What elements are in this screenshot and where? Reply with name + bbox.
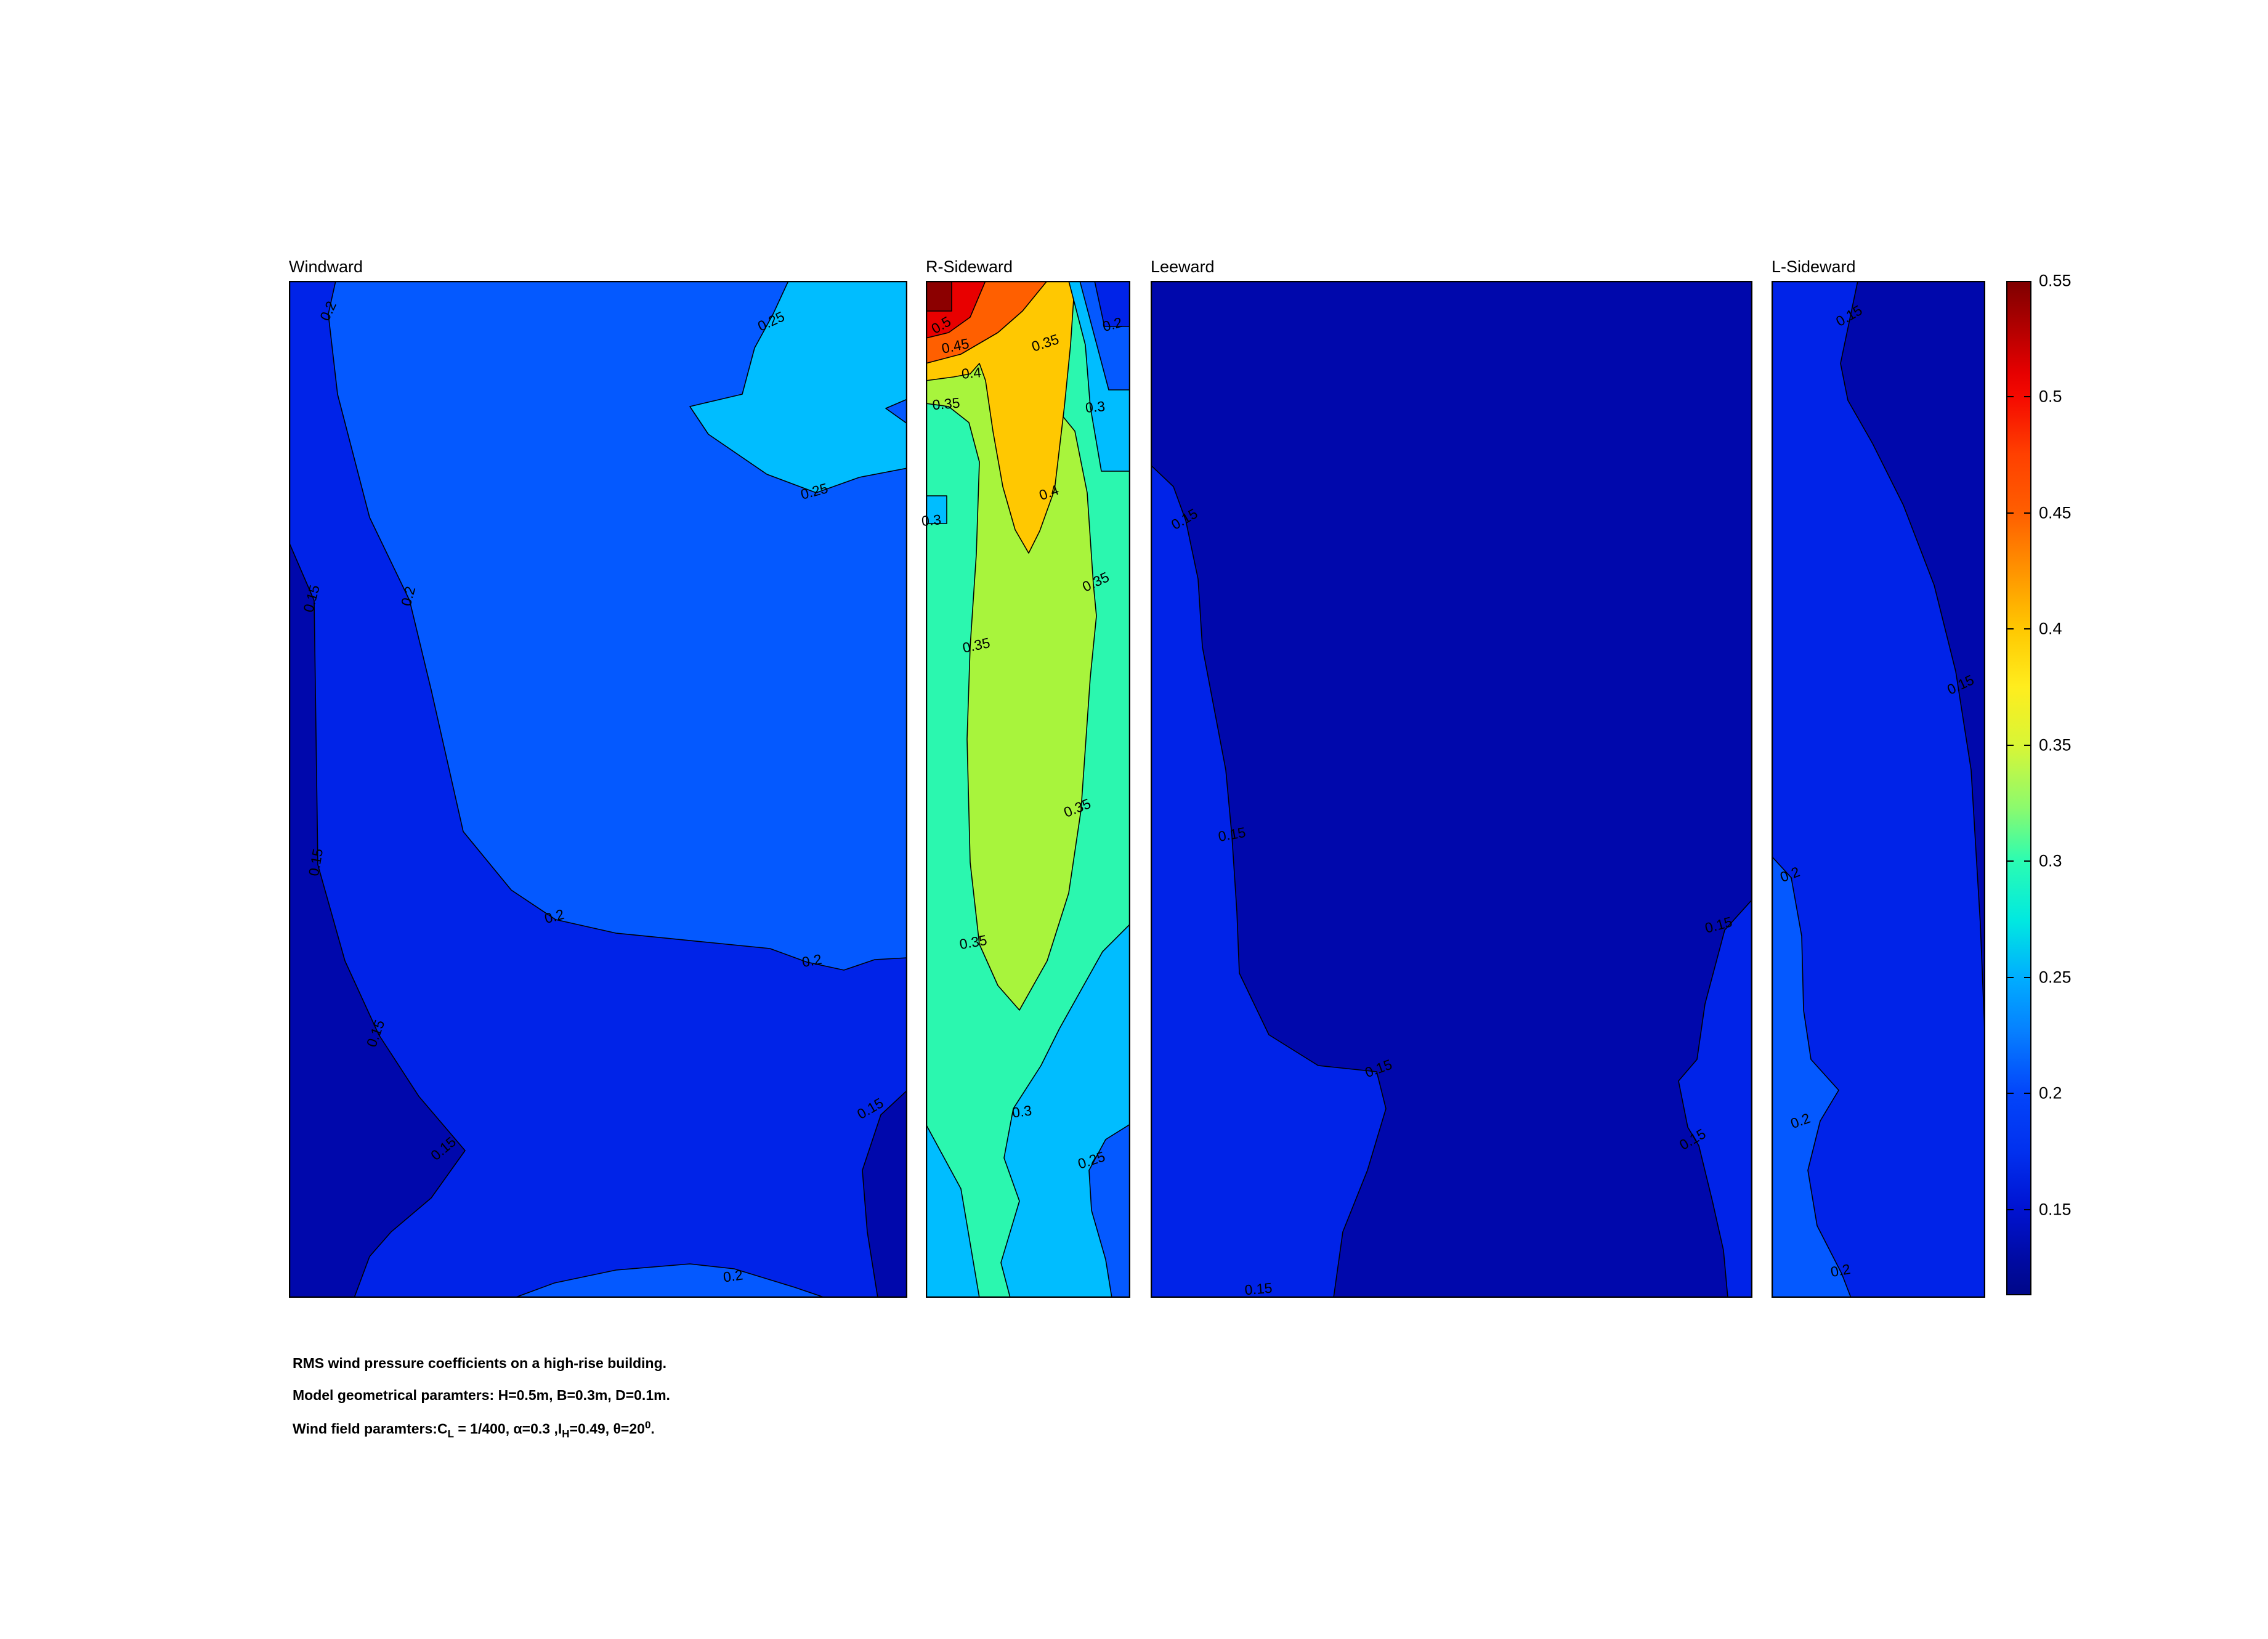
leeward-border bbox=[1151, 281, 1752, 1298]
leeward-band-015-02-right bbox=[1678, 899, 1752, 1298]
windward-navy-right bbox=[862, 1090, 907, 1298]
colorbar-ticks: 0.55 0.5 0.45 0.4 0.35 0.3 0.25 0.2 0.15 bbox=[2006, 272, 2072, 1295]
colorbar-tick-dash bbox=[2024, 1208, 2031, 1210]
colorbar-tick-dash bbox=[2024, 744, 2031, 746]
l-sideward-navy-region bbox=[1840, 281, 1985, 1048]
colorbar-tick-dash bbox=[2006, 744, 2014, 746]
colorbar bbox=[2006, 281, 2031, 1295]
colorbar-tick-label: 0.55 bbox=[2039, 271, 2072, 290]
colorbar-tick-label: 0.35 bbox=[2039, 735, 2072, 755]
colorbar-tick-dash bbox=[2024, 396, 2031, 398]
colorbar-tick-dash bbox=[2006, 860, 2014, 862]
r-sideward-hotspot bbox=[926, 281, 952, 312]
colorbar-tick-dash bbox=[2006, 512, 2014, 514]
windward-border bbox=[289, 281, 907, 1298]
panel-title-windward: Windward bbox=[289, 257, 363, 276]
panel-title-r-sideward: R-Sideward bbox=[926, 257, 1013, 276]
contour-panel-windward: 0.2 0.25 0.25 0.15 0.2 0.15 0.15 0.2 0.2 0.15 0.2 0… bbox=[289, 281, 907, 1298]
colorbar-tick-label: 0.2 bbox=[2039, 1083, 2062, 1103]
colorbar-tick-dash bbox=[2006, 1093, 2014, 1095]
colorbar-tick-label: 0.45 bbox=[2039, 503, 2072, 522]
colorbar-tick-label: 0.4 bbox=[2039, 619, 2062, 638]
panel-title-l-sideward: L-Sideward bbox=[1772, 257, 1856, 276]
l-sideward-border bbox=[1772, 281, 1985, 1298]
colorbar-tick-label: 0.25 bbox=[2039, 968, 2072, 987]
colorbar-tick-dash bbox=[2006, 1208, 2014, 1210]
colorbar-tick-dash bbox=[2024, 628, 2031, 630]
contour-panel-r-sideward: 0.5 0.45 0.4 0.35 0.35 0.2 0.3 0.4 0.3 0.35 0.35 0.… bbox=[921, 281, 1130, 1298]
colorbar-tick-label: 0.3 bbox=[2039, 851, 2062, 870]
windward-cyan-patch bbox=[689, 281, 907, 493]
panel-title-leeward: Leeward bbox=[1151, 257, 1215, 276]
leeward-band-015-02-left bbox=[1151, 464, 1387, 1298]
windward-band-015-02 bbox=[289, 281, 907, 1298]
leeward-contour-plot bbox=[1151, 281, 1752, 1298]
l-sideward-stripe bbox=[1772, 856, 1852, 1298]
contour-panel-leeward: 0.15 0.15 0.15 0.15 0.15 0.15 bbox=[1151, 281, 1752, 1298]
colorbar-tick-dash bbox=[2006, 976, 2014, 978]
colorbar-tick-label: 0.5 bbox=[2039, 387, 2062, 406]
r-sideward-contour-plot bbox=[926, 281, 1130, 1298]
contour-panel-l-sideward: 0.15 0.15 0.2 0.2 0.2 bbox=[1772, 281, 1985, 1298]
r-sideward-border bbox=[926, 281, 1130, 1298]
windward-bottom-patch bbox=[514, 1263, 826, 1298]
r-sideward-cyan-bottomleft bbox=[926, 1123, 980, 1298]
r-sideward-darkblue-corner bbox=[1094, 281, 1130, 327]
r-sideward-blue-bottomright bbox=[1088, 1123, 1130, 1298]
colorbar-tick-dash bbox=[2024, 976, 2031, 978]
colorbar-tick-label: 0.15 bbox=[2039, 1200, 2072, 1219]
colorbar-tick-dash bbox=[2006, 628, 2014, 630]
caption-line-3: Wind field paramters:CL = 1/400, α=0.3 ,… bbox=[293, 1419, 655, 1440]
r-sideward-cyan-square bbox=[926, 495, 947, 524]
colorbar-tick-dash bbox=[2006, 396, 2014, 398]
windward-contour-plot bbox=[289, 281, 907, 1298]
windward-navy-left bbox=[289, 541, 466, 1298]
caption-line-2: Model geometrical paramters: H=0.5m, B=0… bbox=[293, 1387, 670, 1403]
colorbar-tick-dash bbox=[2024, 1093, 2031, 1095]
caption-line-1: RMS wind pressure coefficients on a high… bbox=[293, 1355, 667, 1371]
colorbar-tick-dash bbox=[2024, 860, 2031, 862]
l-sideward-contour-plot bbox=[1772, 281, 1985, 1298]
colorbar-tick-dash bbox=[2024, 512, 2031, 514]
